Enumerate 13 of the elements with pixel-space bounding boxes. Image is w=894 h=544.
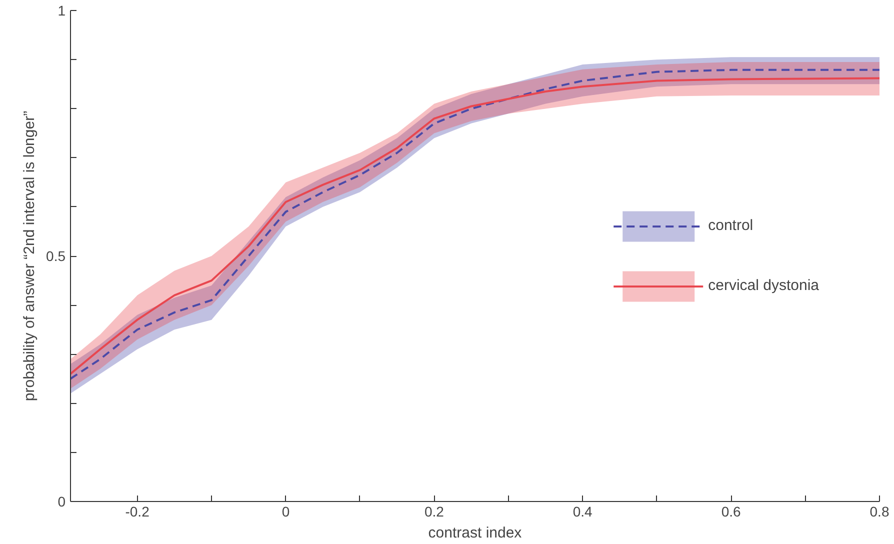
legend-label: control [708,217,754,234]
x-tick-label: 0.2 [424,504,444,520]
x-tick-label: 0.6 [721,504,742,520]
x-axis-title: contrast index [428,524,522,542]
y-tick-label: 0.5 [46,248,66,264]
x-tick-label: 0 [282,504,290,520]
y-tick-label: 0 [58,494,66,510]
y-axis-title: probability of answer “2nd interval is longer” [21,110,38,402]
x-tick-label: 0.4 [572,504,593,520]
x-tick-label: -0.2 [125,504,150,520]
x-tick-label: 0.8 [870,504,890,520]
y-tick-label: 1 [58,2,66,18]
legend-label: cervical dystonia [708,277,819,294]
